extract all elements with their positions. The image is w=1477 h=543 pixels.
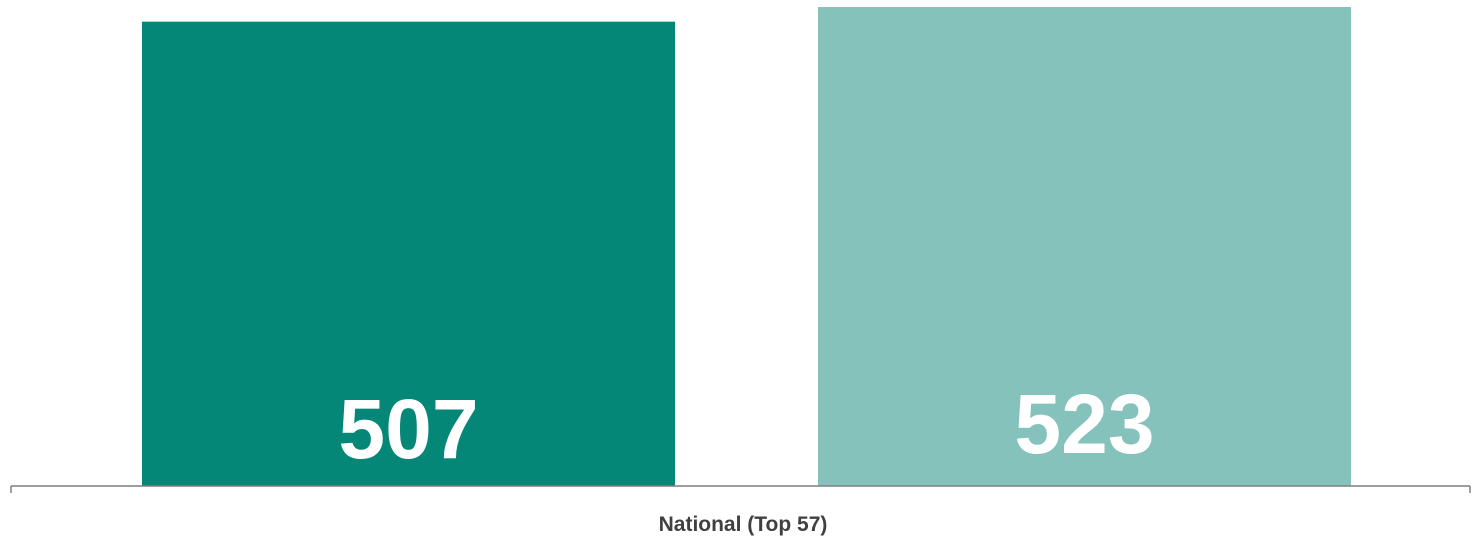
bar-value-label: 507 [338, 382, 478, 476]
bar-series-2 [818, 7, 1351, 486]
bar-series-1 [142, 21, 675, 486]
value-labels-group: 507 523 [338, 377, 1154, 476]
bar-value-label: 523 [1014, 377, 1154, 471]
category-label: National (Top 57) [659, 513, 828, 536]
bars-group [142, 7, 1351, 486]
